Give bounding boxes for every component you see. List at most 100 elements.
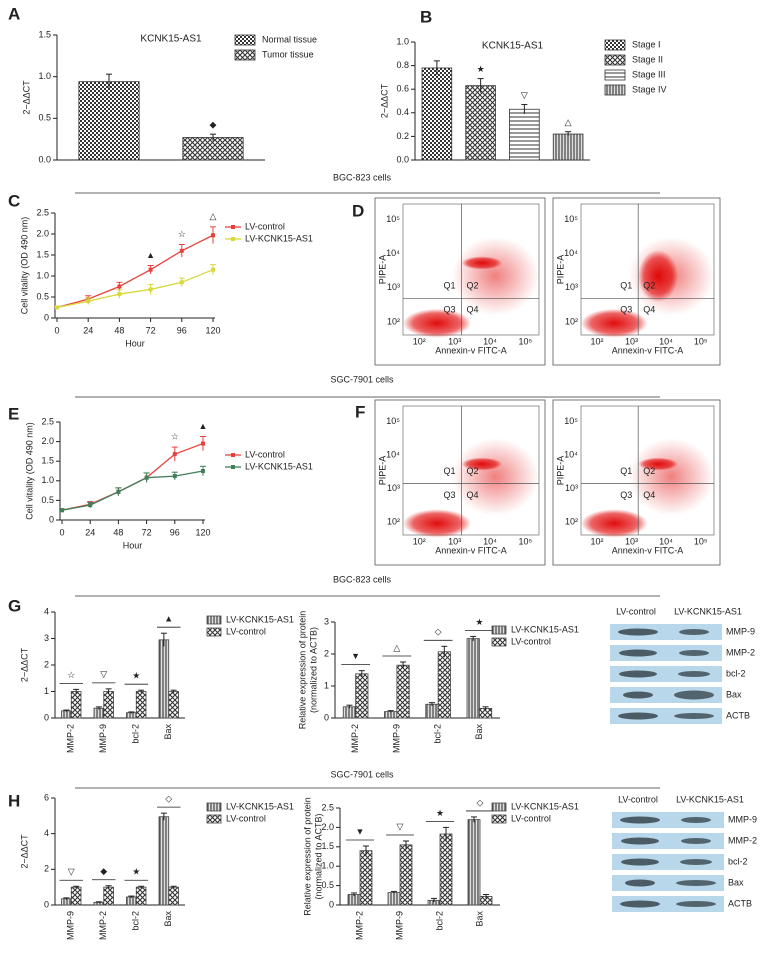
quadrant-label: Q4 [466, 490, 478, 500]
significance-marker: ◆ [210, 120, 217, 130]
x-tick-label: 72 [142, 527, 152, 537]
y-tick-label: 0 [49, 514, 54, 524]
quadrant-label: Q3 [620, 305, 632, 315]
x-tick-label: 72 [146, 325, 156, 335]
y-tick-label: 10² [565, 516, 578, 526]
x-tick-label: 10⁴ [659, 336, 673, 346]
significance-marker: ◇ [477, 797, 484, 807]
blot-band [679, 629, 709, 635]
blot-row-label: Bax [726, 689, 742, 699]
y-tick-label: 1.5 [41, 456, 54, 466]
legend-swatch [491, 625, 507, 635]
x-tick-label: 96 [170, 527, 180, 537]
bar [466, 638, 480, 719]
legend-marker [231, 453, 235, 457]
bar [126, 896, 137, 906]
cell-cloud [461, 256, 503, 270]
y-axis-label: Relative expression of protein [297, 611, 307, 730]
y-axis-label: Relative expression of protein [302, 797, 312, 916]
quadrant-label: Q2 [643, 281, 655, 291]
bar [168, 886, 179, 906]
panel-letter: B [420, 7, 432, 26]
bar [70, 886, 82, 906]
blot-band [619, 649, 657, 657]
quadrant-label: Q4 [643, 305, 655, 315]
section-header: BGC-823 cells [333, 172, 392, 182]
blot-column-label: LV-control [618, 794, 658, 804]
cell-cloud [638, 457, 679, 471]
significance-marker: ▽ [397, 821, 404, 831]
significance-marker: ▲ [164, 614, 173, 624]
y-tick-label: 0.5 [41, 495, 54, 505]
legend-label: LV-control [245, 449, 285, 459]
panel-letter: D [352, 201, 364, 220]
bar [78, 81, 140, 161]
bar [347, 894, 361, 906]
legend-swatch [491, 802, 507, 812]
y-tick-label: 1 [44, 686, 49, 696]
data-point [211, 233, 215, 238]
quadrant-label: Q1 [620, 281, 632, 291]
significance-marker: ☆ [171, 431, 179, 441]
blot-band [679, 650, 709, 656]
legend-marker [231, 225, 235, 229]
y-tick-label: 10⁴ [564, 248, 578, 258]
series-line [56, 269, 214, 309]
series-line [61, 470, 204, 511]
blot-strip [612, 875, 724, 891]
legend-swatch [206, 802, 222, 812]
y-tick-label: 0.0 [38, 154, 51, 164]
legend-swatch [206, 615, 222, 625]
legend-label: LV-control [511, 636, 551, 646]
x-tick-label: MMP-9 [394, 911, 404, 940]
bar [168, 691, 179, 719]
quadrant-label: Q2 [466, 281, 478, 291]
quadrant-label: Q2 [643, 466, 655, 476]
significance-marker: ★ [436, 808, 444, 818]
panel-letter: F [355, 402, 365, 421]
bar [359, 850, 373, 906]
panel-letter: G [8, 596, 21, 615]
y-tick-label: 10³ [387, 483, 400, 493]
blot-band [618, 712, 658, 720]
significance-marker: ▽ [521, 90, 528, 100]
x-tick-label: 10⁵ [694, 536, 708, 546]
y-tick-label: 1.5 [38, 29, 51, 39]
y-tick-label: 10⁵ [386, 416, 400, 426]
panel-letter: C [8, 191, 20, 210]
y-tick-label: 10⁴ [386, 248, 400, 258]
x-tick-label: 10³ [625, 336, 638, 346]
y-tick-label: 0.5 [38, 113, 51, 123]
chart-title: KCNK15-AS1 [140, 34, 202, 45]
y-tick-label: 0 [44, 899, 49, 909]
cell-cloud [451, 236, 539, 316]
data-point [179, 280, 184, 285]
blot-band [625, 879, 655, 887]
x-tick-label: 10³ [625, 536, 638, 546]
x-tick-label: 10⁵ [694, 336, 708, 346]
x-tick-label: bcl-2 [131, 724, 141, 744]
x-tick-label: MMP-2 [66, 724, 76, 753]
blot-row-label: MMP-9 [726, 626, 755, 636]
y-tick-label: 10⁵ [564, 416, 578, 426]
significance-marker: △ [393, 642, 400, 652]
data-point [117, 292, 122, 297]
y-axis-label: PIPE-A [555, 255, 565, 285]
legend-swatch [604, 54, 626, 66]
bar [425, 703, 439, 719]
significance-marker: ☆ [178, 229, 186, 239]
quadrant-label: Q4 [466, 305, 478, 315]
y-tick-label: 2.5 [36, 207, 49, 217]
legend-marker [231, 465, 235, 469]
bar [61, 710, 72, 719]
x-axis-label: Annexin-v FITC-A [612, 545, 684, 555]
bar [342, 706, 357, 719]
x-tick-label: MMP-9 [98, 724, 108, 753]
x-tick-label: 96 [177, 325, 187, 335]
y-tick-label: 0 [44, 712, 49, 722]
legend-label: Stage II [632, 54, 663, 64]
y-tick-label: 0 [329, 899, 334, 909]
x-tick-label: 48 [114, 325, 124, 335]
blot-strip [612, 833, 724, 849]
quadrant-label: Q2 [466, 466, 478, 476]
